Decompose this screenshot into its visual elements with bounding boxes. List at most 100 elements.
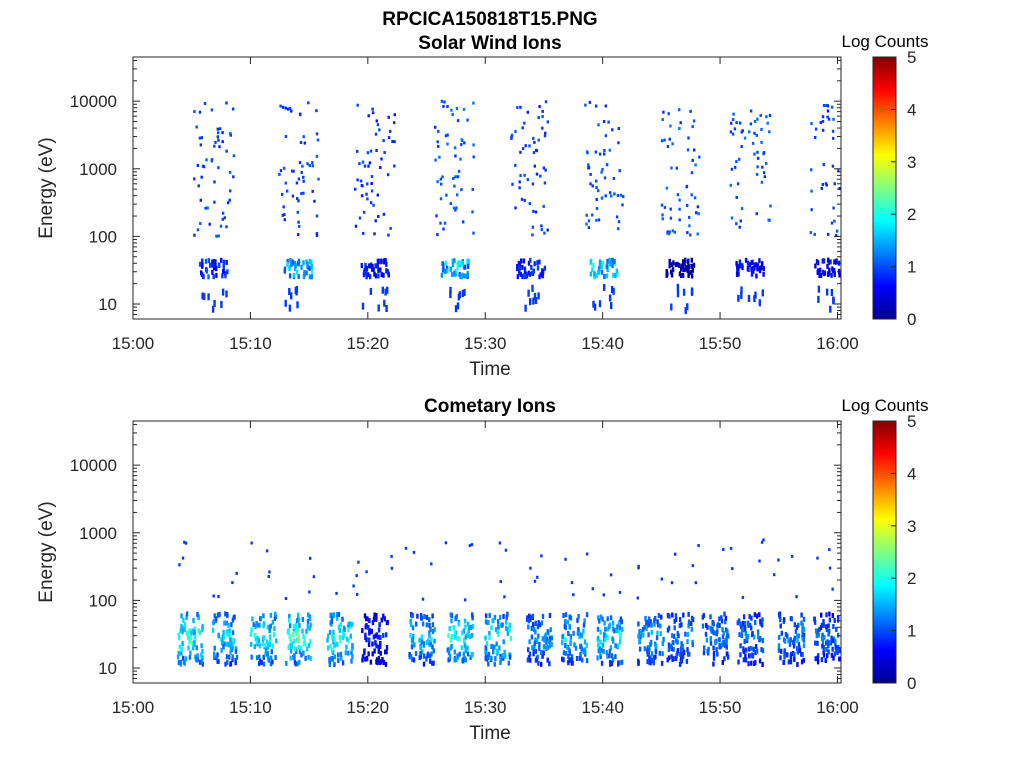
spectrogram-cell [621, 203, 624, 207]
spectrogram-cell [829, 305, 832, 313]
spectrogram-cell [204, 258, 208, 264]
spectrogram-cell [184, 541, 188, 545]
spectrogram-cell [828, 628, 831, 634]
spectrogram-cell [758, 637, 761, 643]
spectrogram-cell [576, 630, 580, 636]
spectrogram-cell [455, 206, 458, 210]
spectrogram-cell [725, 651, 729, 657]
spectrogram-cell [343, 626, 346, 632]
spectrogram-cell [762, 538, 765, 542]
spectrogram-cell [661, 217, 664, 221]
spectrogram-cell [290, 644, 294, 650]
spectrogram-cell [377, 273, 380, 279]
spectrogram-cell [364, 270, 368, 276]
spectrogram-cell [493, 644, 496, 650]
spectrogram-cell [614, 643, 617, 649]
spectrogram-cell [532, 136, 535, 140]
spectrogram-cell [533, 261, 536, 267]
spectrogram-cell [738, 157, 741, 161]
spectrogram-cell [201, 258, 204, 264]
spectrogram-cell [796, 637, 799, 643]
spectrogram-cell [543, 637, 546, 643]
spectrogram-cell [365, 656, 368, 662]
spectrogram-cell [611, 257, 614, 263]
spectrogram-cell [648, 659, 651, 665]
spectrogram-cell [441, 267, 445, 273]
spectrogram-cell [739, 652, 742, 658]
spectrogram-cell [370, 175, 374, 178]
spectrogram-cell [744, 653, 747, 659]
spectrogram-cell [298, 623, 301, 629]
spectrogram-cell [468, 544, 472, 548]
spectrogram-cell [612, 272, 615, 278]
spectrogram-cell [254, 636, 257, 642]
spectrogram-cell [598, 261, 602, 267]
spectrogram-cell [692, 119, 696, 123]
spectrogram-cell [610, 194, 613, 198]
spectrogram-cell [433, 627, 436, 633]
spectrogram-cell [826, 115, 829, 119]
spectrogram-cell [550, 642, 553, 648]
spectrogram-cell [796, 662, 799, 667]
spectrogram-cell [791, 651, 795, 656]
spectrogram-cell [605, 264, 608, 270]
spectrogram-cell [449, 637, 453, 643]
x-tick-label: 16:00 [816, 334, 859, 353]
spectrogram-cell [518, 270, 521, 276]
spectrogram-cell [199, 143, 202, 147]
spectrogram-cell [813, 232, 816, 236]
spectrogram-cell [715, 631, 718, 637]
spectrogram-cell [436, 140, 439, 144]
spectrogram-cell [234, 660, 237, 666]
spectrogram-cell [650, 629, 653, 635]
spectrogram-cell [740, 286, 743, 294]
spectrogram-cell [532, 297, 535, 305]
spectrogram-cell [741, 265, 744, 271]
spectrogram-cell [195, 656, 198, 662]
spectrogram-cell [578, 634, 581, 640]
spectrogram-cell [568, 614, 571, 620]
spectrogram-cell [540, 554, 543, 558]
spectrogram-cell [520, 197, 524, 201]
spectrogram-cell [691, 617, 695, 623]
spectrogram-cell [210, 108, 214, 112]
spectrogram-cell [332, 633, 335, 639]
spectrogram-cell [382, 633, 385, 638]
spectrogram-cell [297, 638, 300, 643]
spectrogram-cell [532, 651, 535, 657]
spectrogram-cell [488, 612, 491, 618]
spectrogram-cell [751, 631, 754, 636]
spectrogram-cell [682, 612, 685, 618]
spectrogram-cell [217, 138, 220, 142]
spectrogram-cell [616, 194, 620, 197]
x-tick-label: 16:00 [816, 698, 859, 717]
spectrogram-cell [368, 630, 371, 636]
spectrogram-cell [453, 657, 456, 663]
spectrogram-cell [750, 271, 754, 277]
spectrogram-cell [610, 661, 614, 666]
spectrogram-cell [200, 270, 203, 276]
spectrogram-cell [526, 657, 530, 663]
spectrogram-cell [816, 556, 819, 560]
spectrogram-cell [291, 641, 294, 647]
spectrogram-cell [231, 107, 235, 111]
spectrogram-cell [441, 261, 444, 267]
spectrogram-cell [661, 118, 664, 121]
spectrogram-cell [455, 107, 459, 110]
spectrogram-cell [235, 654, 239, 660]
spectrogram-cell [514, 130, 517, 133]
spectrogram-cell [311, 161, 314, 165]
spectrogram-cell [180, 613, 183, 619]
spectrogram-cell [825, 288, 829, 296]
spectrogram-cell [822, 619, 825, 625]
spectrogram-cell [835, 626, 838, 632]
spectrogram-cell [810, 122, 813, 126]
spectrogram-cell [564, 637, 567, 643]
spectrogram-cell [295, 630, 298, 636]
spectrogram-cell [600, 264, 603, 270]
spectrogram-cell [274, 655, 277, 660]
spectrogram-cell [608, 653, 611, 659]
spectrogram-cell [217, 234, 220, 238]
spectrogram-cell [533, 164, 536, 168]
spectrogram-cell [365, 265, 369, 271]
